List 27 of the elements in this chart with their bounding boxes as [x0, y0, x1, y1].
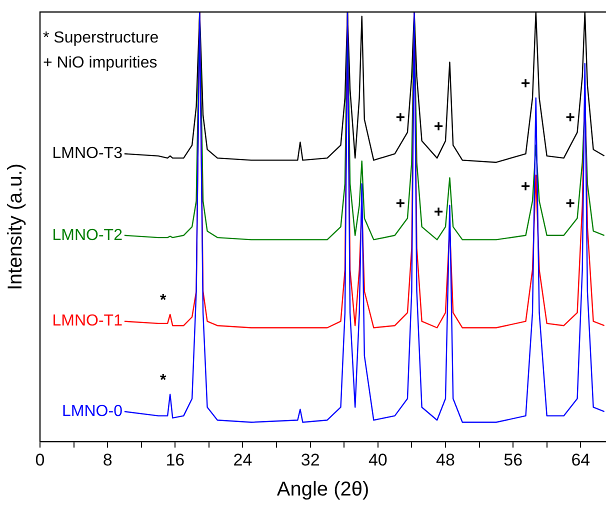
series-label: LMNO-T3: [52, 145, 123, 162]
y-axis-title: Intensity (a.u.): [4, 163, 27, 290]
annotation: *: [160, 372, 167, 389]
annotation: +: [520, 75, 530, 92]
annotation: * Superstructure: [43, 29, 159, 46]
series-label: LMNO-0: [62, 402, 123, 420]
annotation: +: [396, 196, 406, 213]
x-tick-label: 40: [368, 450, 388, 470]
x-axis-title: Angle (2θ): [276, 478, 370, 501]
annotation: +: [434, 204, 444, 222]
x-tick-label: 48: [436, 450, 455, 470]
series-label: LMNO-T2: [52, 226, 123, 244]
annotation: +: [566, 110, 575, 127]
x-tick-label: 64: [571, 450, 590, 470]
x-tick-label: 24: [233, 450, 252, 470]
x-tick-label: 0: [35, 450, 45, 470]
annotation: +: [566, 196, 575, 213]
x-tick-label: 16: [166, 450, 185, 470]
x-tick-label: 56: [504, 450, 523, 470]
annotation: +: [434, 118, 444, 136]
annotation: *: [160, 292, 167, 309]
annotation: + NiO impurities: [43, 54, 158, 72]
x-tick-label: 8: [102, 450, 112, 470]
annotation: +: [520, 178, 530, 196]
series-label: LMNO-T1: [52, 312, 123, 330]
annotation: +: [396, 110, 406, 127]
x-tick-label: 32: [300, 450, 320, 470]
